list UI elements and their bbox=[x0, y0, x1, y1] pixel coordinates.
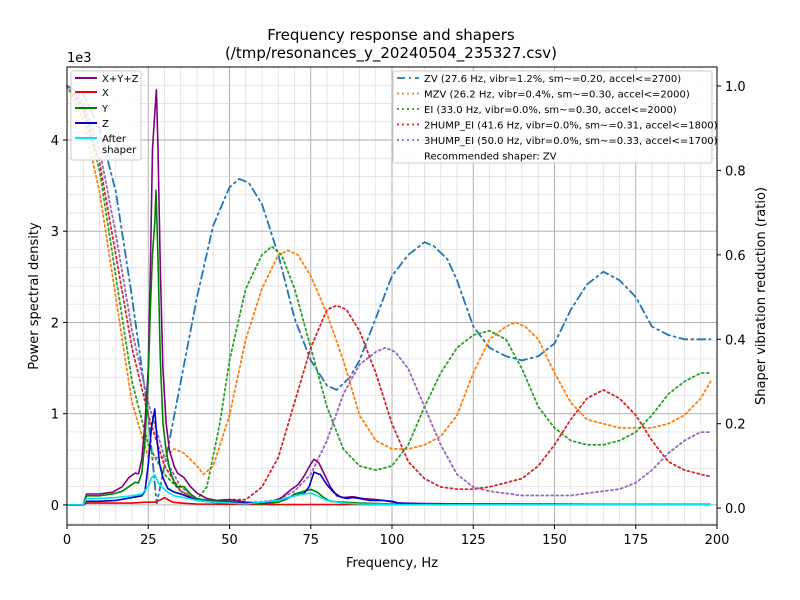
x-tick-label: 200 bbox=[705, 533, 730, 548]
legend-left-label: X bbox=[102, 88, 109, 99]
legend-right-label: 3HUMP_EI (50.0 Hz, vibr=0.0%, sm~=0.33, … bbox=[424, 136, 718, 147]
right-tick-label: 1.0 bbox=[725, 80, 746, 95]
left-tick-label: 1 bbox=[51, 408, 59, 423]
right-tick-label: 0.8 bbox=[725, 164, 746, 179]
legend-right-label: 2HUMP_EI (41.6 Hz, vibr=0.0%, sm~=0.31, … bbox=[424, 121, 718, 132]
right-axis-label: Shaper vibration reduction (ratio) bbox=[754, 187, 769, 405]
grid bbox=[66, 66, 718, 525]
legend-right-box bbox=[392, 70, 713, 164]
legend-right: ZV (27.6 Hz, vibr=1.2%, sm~=0.20, accel<… bbox=[392, 70, 718, 164]
legend-left-label: Z bbox=[102, 119, 109, 130]
x-axis-label: Frequency, Hz bbox=[346, 556, 438, 571]
left-tick-label: 2 bbox=[51, 316, 59, 331]
left-axis-ticks: 0 1 2 3 4 bbox=[51, 134, 67, 514]
x-tick-label: 100 bbox=[380, 533, 405, 548]
legend-left-label: Y bbox=[101, 104, 109, 115]
chart-title-line1: Frequency response and shapers bbox=[267, 26, 515, 44]
shaper-line-1 bbox=[66, 85, 712, 476]
right-tick-label: 0.0 bbox=[725, 502, 746, 517]
x-tick-label: 125 bbox=[461, 533, 486, 548]
x-tick-label: 75 bbox=[302, 533, 319, 548]
x-axis-ticks: 0 25 50 75 100 125 150 175 200 bbox=[63, 525, 730, 548]
legend-right-label: EI (33.0 Hz, vibr=0.0%, sm~=0.30, accel<… bbox=[424, 105, 677, 116]
legend-left-label: shaper bbox=[102, 145, 137, 156]
shaper-line-0 bbox=[66, 85, 712, 505]
legend-left-label: X+Y+Z bbox=[102, 74, 139, 85]
left-tick-label: 0 bbox=[51, 499, 59, 514]
left-tick-label: 4 bbox=[51, 134, 59, 149]
psd-lines bbox=[67, 89, 711, 506]
chart-title-line2: (/tmp/resonances_y_20240504_235327.csv) bbox=[225, 44, 557, 63]
right-tick-label: 0.6 bbox=[725, 249, 746, 264]
shaper-line-4 bbox=[66, 85, 712, 505]
x-tick-label: 175 bbox=[623, 533, 648, 548]
legend-left-label: After bbox=[102, 134, 127, 145]
x-tick-label: 0 bbox=[63, 533, 71, 548]
recommended-shaper-text: Recommended shaper: ZV bbox=[424, 152, 557, 163]
psd-line-1 bbox=[67, 496, 711, 506]
x-tick-label: 50 bbox=[221, 533, 238, 548]
x-tick-label: 150 bbox=[542, 533, 567, 548]
right-tick-label: 0.2 bbox=[725, 418, 746, 433]
right-tick-label: 0.4 bbox=[725, 333, 746, 348]
legend-right-label: ZV (27.6 Hz, vibr=1.2%, sm~=0.20, accel<… bbox=[424, 74, 681, 85]
left-axis-label: Power spectral density bbox=[27, 222, 42, 370]
right-axis-ticks: 0.0 0.2 0.4 0.6 0.8 1.0 bbox=[717, 80, 746, 517]
left-axis-scale-note: 1e3 bbox=[67, 51, 92, 66]
psd-line-4 bbox=[67, 474, 711, 506]
left-tick-label: 3 bbox=[51, 225, 59, 240]
psd-line-2 bbox=[67, 189, 711, 506]
x-tick-label: 25 bbox=[140, 533, 157, 548]
legend-right-label: MZV (26.2 Hz, vibr=0.4%, sm~=0.30, accel… bbox=[424, 90, 690, 101]
